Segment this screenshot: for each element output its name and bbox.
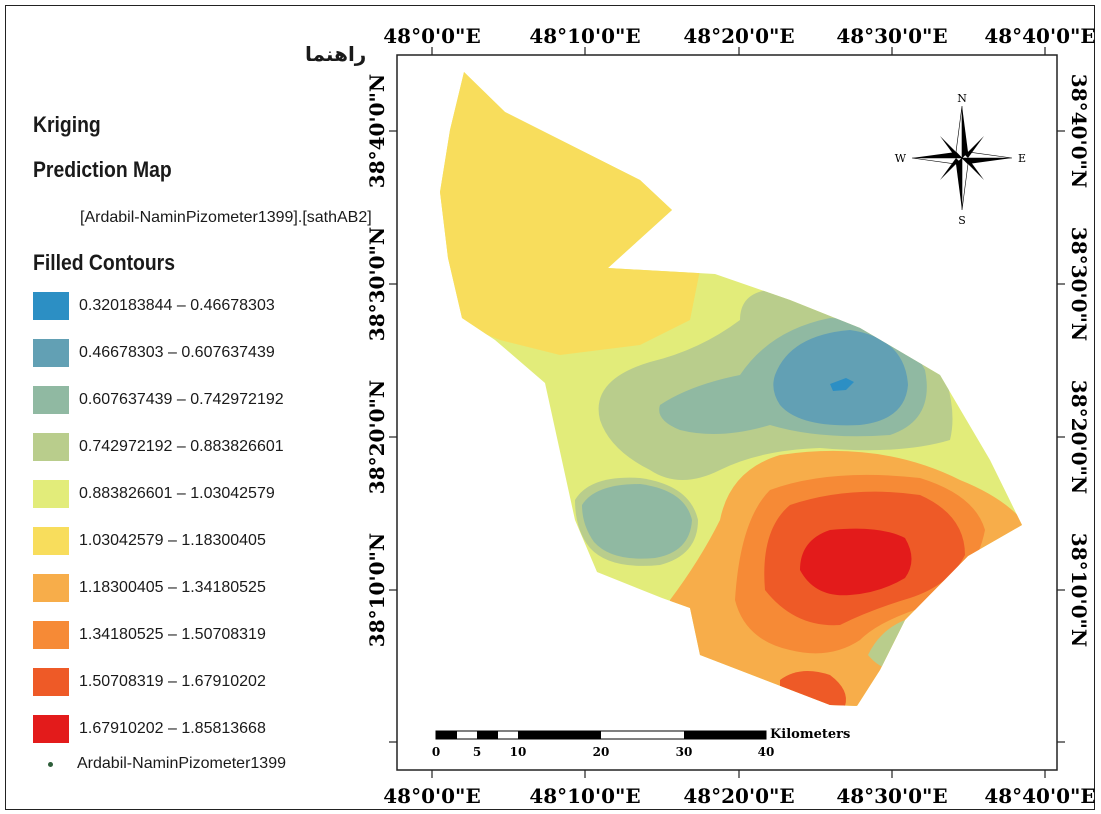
legend-class-row: 0.607637439 – 0.742972192: [33, 381, 284, 419]
legend-class-label: 1.67910202 – 1.85813668: [79, 720, 266, 737]
east-label: E: [1018, 152, 1026, 165]
legend-swatch: [33, 292, 69, 320]
legend-guide-label: راهنما: [305, 42, 367, 66]
legend-swatch: [33, 339, 69, 367]
lat-label-left: 38°10'0"N: [365, 533, 389, 647]
lat-label-right: 38°10'0"N: [1067, 533, 1091, 647]
legend-class-row: 1.50708319 – 1.67910202: [33, 663, 266, 701]
scale-tick: 20: [593, 745, 610, 759]
legend-class-label: 0.320183844 – 0.46678303: [79, 297, 275, 314]
lon-label-top: 48°20'0"E: [683, 24, 794, 48]
legend-class-label: 1.18300405 – 1.34180525: [79, 579, 266, 596]
scale-tick: 0: [432, 745, 440, 759]
lon-label-top: 48°30'0"E: [836, 24, 947, 48]
legend-swatch: [33, 527, 69, 555]
legend-title: Kriging: [33, 112, 101, 137]
legend-class-row: 0.46678303 – 0.607637439: [33, 334, 275, 372]
lon-label-bottom: 48°30'0"E: [836, 784, 947, 808]
legend-contours-title: Filled Contours: [33, 250, 175, 275]
legend-class-label: 0.883826601 – 1.03042579: [79, 485, 275, 502]
north-arrow-icon: N S E W: [895, 92, 1026, 227]
legend-class-row: 1.03042579 – 1.18300405: [33, 522, 266, 560]
legend-subtitle: Prediction Map: [33, 157, 172, 182]
legend-class-label: 0.742972192 – 0.883826601: [79, 438, 284, 455]
lon-label-bottom: 48°40'0"E: [984, 784, 1095, 808]
legend-class-row: 0.320183844 – 0.46678303: [33, 287, 275, 325]
legend-points-entry: Ardabil-NaminPizometer1399: [48, 755, 286, 773]
north-label: N: [957, 92, 967, 105]
graticule-ticks: [389, 47, 1065, 778]
lat-label-right: 38°40'0"N: [1067, 74, 1091, 188]
legend-class-label: 0.46678303 – 0.607637439: [79, 344, 275, 361]
legend-swatch: [33, 433, 69, 461]
point-symbol-icon: [48, 761, 53, 767]
scale-tick: 30: [676, 745, 693, 759]
lat-label-left: 38°20'0"N: [365, 380, 389, 494]
lon-label-top: 48°40'0"E: [984, 24, 1095, 48]
lon-label-bottom: 48°0'0"E: [383, 784, 480, 808]
legend-swatch: [33, 574, 69, 602]
legend-swatch: [33, 668, 69, 696]
lon-label-bottom: 48°20'0"E: [683, 784, 794, 808]
lon-label-top: 48°10'0"E: [529, 24, 640, 48]
lon-label-bottom: 48°10'0"E: [529, 784, 640, 808]
legend-class-label: 1.34180525 – 1.50708319: [79, 626, 266, 643]
legend-swatch: [33, 386, 69, 414]
map-neatline: [396, 54, 1058, 771]
legend-class-label: 1.50708319 – 1.67910202: [79, 673, 266, 690]
legend-class-row: 1.18300405 – 1.34180525: [33, 569, 266, 607]
legend-class-label: 1.03042579 – 1.18300405: [79, 532, 266, 549]
lat-label-right: 38°20'0"N: [1067, 380, 1091, 494]
legend-swatch: [33, 621, 69, 649]
map-frame: [5, 5, 1095, 810]
south-label: S: [958, 214, 966, 227]
scale-bar: Kilometers 0 5 10 20 30 40: [432, 727, 851, 759]
lat-label-left: 38°30'0"N: [365, 227, 389, 341]
lat-label-left: 38°40'0"N: [365, 74, 389, 188]
scale-tick: 40: [758, 745, 775, 759]
west-label: W: [895, 152, 907, 165]
lon-label-top: 48°0'0"E: [383, 24, 480, 48]
legend-swatch: [33, 715, 69, 743]
legend-class-row: 0.883826601 – 1.03042579: [33, 475, 275, 513]
legend-points-label: Ardabil-NaminPizometer1399: [77, 755, 286, 772]
scale-tick: 5: [473, 745, 481, 759]
legend-swatch: [33, 480, 69, 508]
legend-class-row: 1.67910202 – 1.85813668: [33, 710, 266, 748]
legend-class-label: 0.607637439 – 0.742972192: [79, 391, 284, 408]
legend-class-row: 0.742972192 – 0.883826601: [33, 428, 284, 466]
legend-class-row: 1.34180525 – 1.50708319: [33, 616, 266, 654]
scale-tick: 10: [510, 745, 527, 759]
lat-label-right: 38°30'0"N: [1067, 227, 1091, 341]
legend-field: [Ardabil-NaminPizometer1399].[sathAB2]: [80, 209, 372, 226]
scale-unit: Kilometers: [770, 727, 850, 742]
